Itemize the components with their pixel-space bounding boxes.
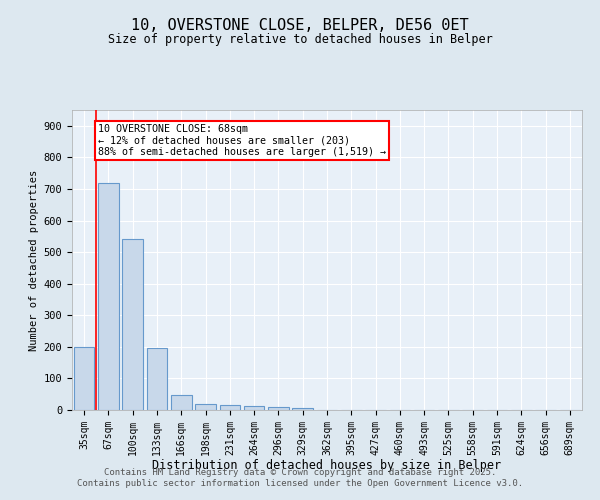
Text: Size of property relative to detached houses in Belper: Size of property relative to detached ho… xyxy=(107,32,493,46)
Bar xyxy=(292,408,313,410)
Bar xyxy=(171,395,191,410)
Bar xyxy=(268,408,289,410)
Bar xyxy=(146,348,167,410)
Bar xyxy=(220,406,240,410)
X-axis label: Distribution of detached houses by size in Belper: Distribution of detached houses by size … xyxy=(152,459,502,472)
Text: Contains HM Land Registry data © Crown copyright and database right 2025.
Contai: Contains HM Land Registry data © Crown c… xyxy=(77,468,523,487)
Bar xyxy=(98,182,119,410)
Y-axis label: Number of detached properties: Number of detached properties xyxy=(29,170,40,350)
Bar xyxy=(74,347,94,410)
Text: 10, OVERSTONE CLOSE, BELPER, DE56 0ET: 10, OVERSTONE CLOSE, BELPER, DE56 0ET xyxy=(131,18,469,32)
Bar xyxy=(195,404,216,410)
Bar xyxy=(244,406,265,410)
Bar xyxy=(122,240,143,410)
Text: 10 OVERSTONE CLOSE: 68sqm
← 12% of detached houses are smaller (203)
88% of semi: 10 OVERSTONE CLOSE: 68sqm ← 12% of detac… xyxy=(97,124,386,158)
